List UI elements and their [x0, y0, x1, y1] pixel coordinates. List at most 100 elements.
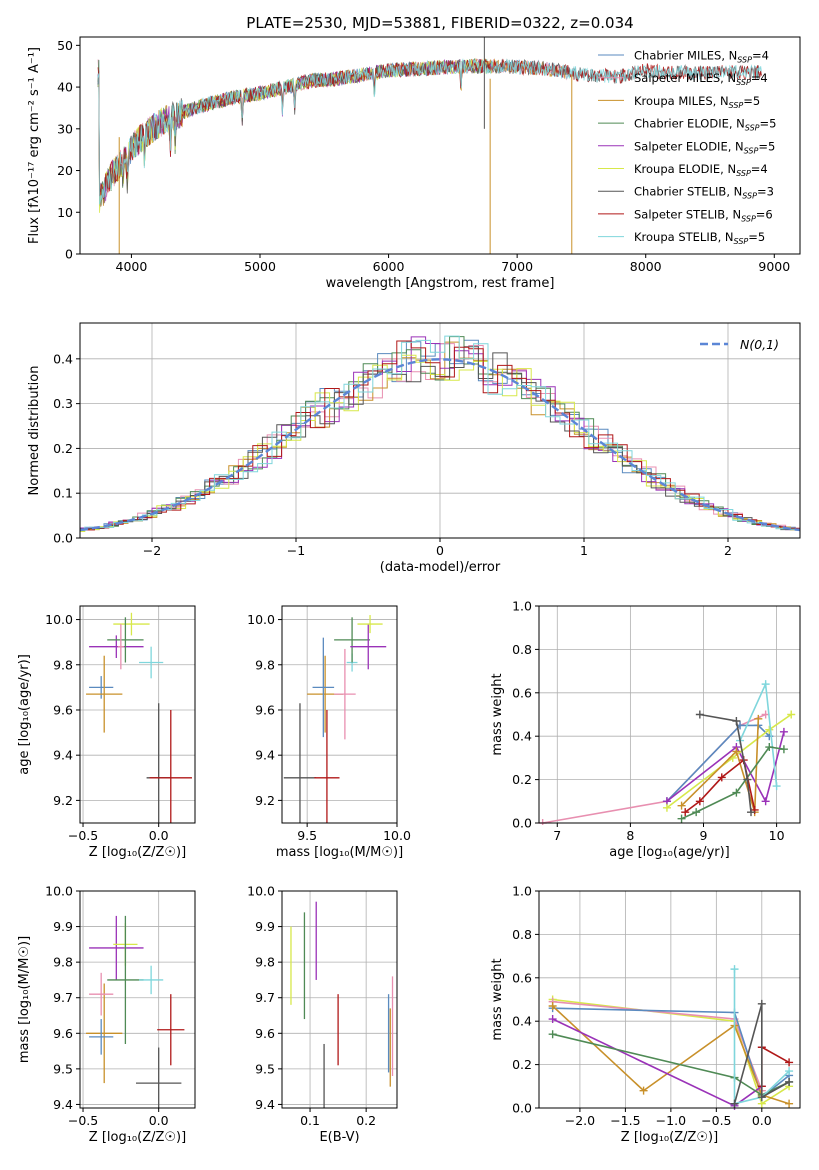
- y-tick-label: 50: [57, 38, 73, 53]
- y-tick-label: 10.0: [45, 884, 73, 899]
- y-axis-label: mass weight: [490, 958, 505, 1040]
- mass_vs_Z-frame: −0.5 0.0 9.4 9.5 9.6 9.7 9.8 9.9 10.0 Z [log₁₀(Z/…: [17, 884, 196, 1145]
- x-tick-label: 6000: [373, 259, 405, 274]
- y-tick-label: 9.2: [53, 793, 73, 808]
- y-tick-label: 10: [57, 205, 73, 220]
- residual-legend: N(0,1): [700, 337, 779, 352]
- plus-marker: [785, 1099, 794, 1108]
- plus-marker: [548, 1015, 557, 1024]
- plus-marker: [787, 710, 796, 719]
- plus-marker: [765, 743, 774, 752]
- errorbar-point-1: [86, 655, 123, 733]
- x-tick-label: 8: [626, 828, 634, 843]
- plus-marker: [779, 745, 788, 754]
- residual-histograms: [80, 335, 800, 533]
- y-tick-label: 9.5: [53, 1061, 73, 1076]
- legend-label: Salpeter MILES, NSSP=4: [634, 71, 768, 87]
- massweight-series-2: [666, 731, 785, 804]
- plus-marker: [695, 710, 704, 719]
- y-tick-label: 0.3: [53, 396, 73, 411]
- massweight_vs_Z-lines: [548, 965, 794, 1110]
- plus-marker: [730, 1099, 739, 1108]
- age_vs_mass-points: [283, 615, 387, 823]
- y-tick-label: 9.6: [53, 702, 73, 717]
- errorbar-point-2: [89, 972, 114, 1016]
- plus-marker: [785, 1067, 794, 1076]
- x-tick-label: −0.5: [68, 1113, 98, 1128]
- massweight-series-7: [761, 1045, 790, 1087]
- x-axis-label: age [log₁₀(age/yr)]: [609, 845, 730, 860]
- y-tick-label: 9.4: [255, 748, 275, 763]
- legend-label: Salpeter STELIB, NSSP=6: [634, 207, 773, 223]
- errorbar-point-3: [113, 612, 150, 636]
- y-tick-label: 0.2: [512, 772, 532, 787]
- plus-marker: [779, 727, 788, 736]
- y-tick-label: 9.8: [53, 657, 73, 672]
- y-tick-label: 0.0: [512, 1101, 532, 1116]
- chart-title: PLATE=2530, MJD=53881, FIBERID=0322, z=0…: [246, 14, 633, 32]
- plus-marker: [757, 999, 766, 1008]
- x-tick-label: 10: [769, 828, 785, 843]
- x-axis-label: Z [log₁₀(Z/Z☉)]: [621, 1130, 718, 1145]
- x-tick-label: 0.1: [300, 1113, 320, 1128]
- axes-frame: [281, 890, 398, 1109]
- plus-marker: [681, 808, 690, 817]
- plus-marker: [732, 788, 741, 797]
- axes-frame: [281, 605, 398, 824]
- spectrum-frame: 4000 5000 6000 7000 8000 9000 0 10 20 30 40 50 wavel…: [27, 36, 801, 291]
- mass_vs_Z-axes: [80, 890, 195, 1108]
- plus-marker: [548, 1002, 557, 1011]
- y-tick-label: 0.4: [53, 351, 73, 366]
- x-tick-label: 9000: [758, 259, 790, 274]
- plus-marker: [785, 1058, 794, 1067]
- plus-marker: [730, 965, 739, 974]
- spectrum-series-6: [97, 58, 762, 204]
- plus-marker: [761, 797, 770, 806]
- y-tick-label: 40: [57, 80, 73, 95]
- x-tick-label: 8000: [630, 259, 662, 274]
- axes-frame: [79, 890, 196, 1109]
- x-axis-label: E(B-V): [319, 1130, 359, 1145]
- age_vs_Z-axes: [80, 606, 195, 823]
- y-tick-label: 20: [57, 163, 73, 178]
- axes-frame: [538, 605, 801, 824]
- axes-frame: [79, 605, 196, 824]
- x-tick-label: −2.0: [565, 1113, 595, 1128]
- y-tick-label: 9.2: [255, 793, 275, 808]
- x-tick-label: −0.5: [68, 828, 98, 843]
- y-axis-label: mass [log₁₀(M/M☉)]: [17, 936, 32, 1063]
- y-tick-label: 9.8: [255, 657, 275, 672]
- mass_vs_ebv-points: [290, 901, 394, 1108]
- plus-marker: [765, 725, 774, 734]
- errorbar-point-4: [334, 648, 356, 740]
- y-tick-label: 0.2: [512, 1057, 532, 1072]
- y-tick-label: 0.8: [512, 642, 532, 657]
- legend-label: Chabrier STELIB, NSSP=3: [634, 185, 774, 201]
- plus-marker: [692, 808, 701, 817]
- errorbar-point-2: [89, 635, 144, 658]
- y-tick-label: 9.5: [255, 1061, 275, 1076]
- errorbar-point-3: [89, 915, 144, 980]
- errorbar-point-0: [86, 983, 123, 1084]
- massweight-series-4: [552, 1018, 763, 1107]
- y-tick-label: 0.6: [512, 970, 532, 985]
- y-axis-label: Normed distribution: [27, 366, 42, 496]
- y-tick-label: 1.0: [512, 884, 532, 899]
- errorbar-point-5: [107, 915, 144, 1044]
- plus-marker: [754, 714, 763, 723]
- errorbar-point-6: [334, 617, 371, 663]
- x-tick-label: 9.5: [297, 828, 317, 843]
- x-tick-label: −1: [287, 543, 305, 558]
- plus-marker: [717, 773, 726, 782]
- massweight_vs_age-axes: [539, 605, 800, 824]
- plus-marker: [743, 775, 752, 784]
- y-tick-label: 0.2: [53, 441, 73, 456]
- x-tick-label: 0.0: [752, 1113, 772, 1128]
- legend-label: Chabrier MILES, NSSP=4: [634, 49, 769, 65]
- y-tick-label: 0.6: [512, 685, 532, 700]
- plus-marker: [662, 803, 671, 812]
- axes-frame: [79, 36, 801, 255]
- x-tick-label: 1: [580, 543, 588, 558]
- x-tick-label: 0.0: [149, 828, 169, 843]
- massweight-series-5: [552, 1033, 790, 1096]
